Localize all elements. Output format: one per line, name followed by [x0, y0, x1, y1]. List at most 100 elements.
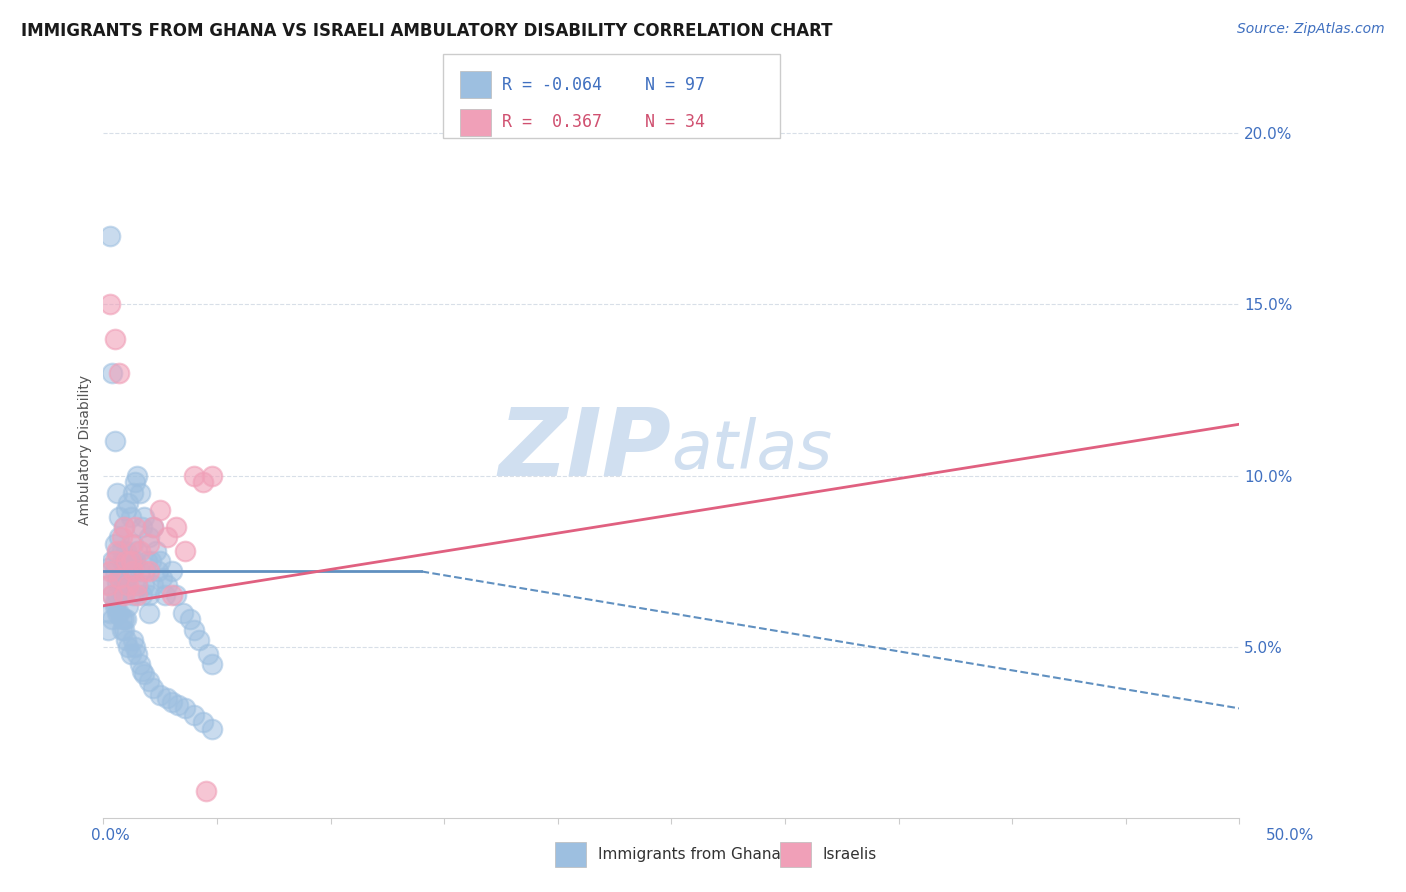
Point: [115, 571, 138, 585]
Point: [149, 554, 172, 568]
Point: [122, 485, 145, 500]
Point: [138, 537, 160, 551]
Point: [120, 537, 142, 551]
Point: [124, 520, 146, 534]
Point: [97, 623, 120, 637]
Point: [201, 722, 224, 736]
Point: [97, 561, 120, 575]
Point: [165, 520, 187, 534]
Point: [112, 612, 135, 626]
Point: [128, 565, 150, 579]
Point: [142, 520, 165, 534]
Point: [104, 599, 127, 613]
Point: [139, 554, 162, 568]
Point: [194, 783, 217, 797]
Point: [110, 530, 132, 544]
Point: [160, 565, 183, 579]
Point: [108, 571, 131, 585]
Point: [124, 554, 146, 568]
Point: [112, 520, 135, 534]
Point: [134, 667, 156, 681]
Point: [115, 544, 138, 558]
Point: [138, 588, 160, 602]
Point: [120, 554, 142, 568]
Point: [183, 623, 205, 637]
Point: [187, 632, 209, 647]
Text: Israelis: Israelis: [823, 847, 877, 862]
Y-axis label: Ambulatory Disability: Ambulatory Disability: [79, 375, 93, 525]
Point: [183, 708, 205, 723]
Point: [179, 612, 201, 626]
Point: [120, 554, 142, 568]
Point: [174, 701, 197, 715]
Point: [108, 509, 131, 524]
Point: [108, 530, 131, 544]
Point: [127, 544, 149, 558]
Point: [98, 578, 121, 592]
Point: [112, 578, 135, 592]
Point: [122, 632, 145, 647]
Point: [115, 632, 138, 647]
Point: [117, 640, 139, 654]
Point: [101, 612, 124, 626]
Text: R = -0.064: R = -0.064: [502, 76, 602, 94]
Point: [117, 599, 139, 613]
Point: [183, 468, 205, 483]
Point: [105, 574, 128, 589]
Point: [127, 468, 149, 483]
Text: IMMIGRANTS FROM GHANA VS ISRAELI AMBULATORY DISABILITY CORRELATION CHART: IMMIGRANTS FROM GHANA VS ISRAELI AMBULAT…: [21, 22, 832, 40]
Point: [104, 537, 127, 551]
Point: [138, 565, 160, 579]
Text: N = 97: N = 97: [645, 76, 706, 94]
Point: [115, 612, 138, 626]
Text: ZIP: ZIP: [499, 404, 671, 496]
Point: [134, 565, 156, 579]
Point: [104, 554, 127, 568]
Point: [174, 544, 197, 558]
Point: [167, 698, 190, 712]
Point: [101, 588, 124, 602]
Point: [134, 578, 156, 592]
Text: R =  0.367: R = 0.367: [502, 113, 602, 131]
Point: [101, 588, 124, 602]
Point: [201, 657, 224, 671]
Point: [110, 623, 132, 637]
Point: [120, 565, 142, 579]
Point: [127, 578, 149, 592]
Point: [120, 647, 142, 661]
Point: [128, 485, 150, 500]
Point: [152, 571, 174, 585]
Point: [122, 588, 145, 602]
Point: [127, 578, 149, 592]
Point: [138, 606, 160, 620]
Text: atlas: atlas: [671, 417, 832, 483]
Point: [153, 588, 176, 602]
Point: [98, 229, 121, 244]
Point: [105, 547, 128, 561]
Point: [131, 588, 153, 602]
Point: [149, 503, 172, 517]
Point: [115, 503, 138, 517]
Point: [134, 509, 156, 524]
Point: [201, 468, 224, 483]
Point: [108, 366, 131, 380]
Text: Source: ZipAtlas.com: Source: ZipAtlas.com: [1237, 22, 1385, 37]
Point: [104, 332, 127, 346]
Point: [120, 509, 142, 524]
Point: [156, 578, 179, 592]
Point: [145, 544, 167, 558]
Point: [124, 640, 146, 654]
Point: [105, 606, 128, 620]
Point: [142, 578, 165, 592]
Point: [104, 595, 127, 609]
Point: [127, 647, 149, 661]
Text: 50.0%: 50.0%: [1267, 828, 1315, 843]
Point: [146, 565, 169, 579]
Text: 0.0%: 0.0%: [91, 828, 131, 843]
Point: [101, 554, 124, 568]
Point: [98, 565, 121, 579]
Point: [122, 537, 145, 551]
Point: [112, 520, 135, 534]
Point: [110, 612, 132, 626]
Point: [98, 606, 121, 620]
